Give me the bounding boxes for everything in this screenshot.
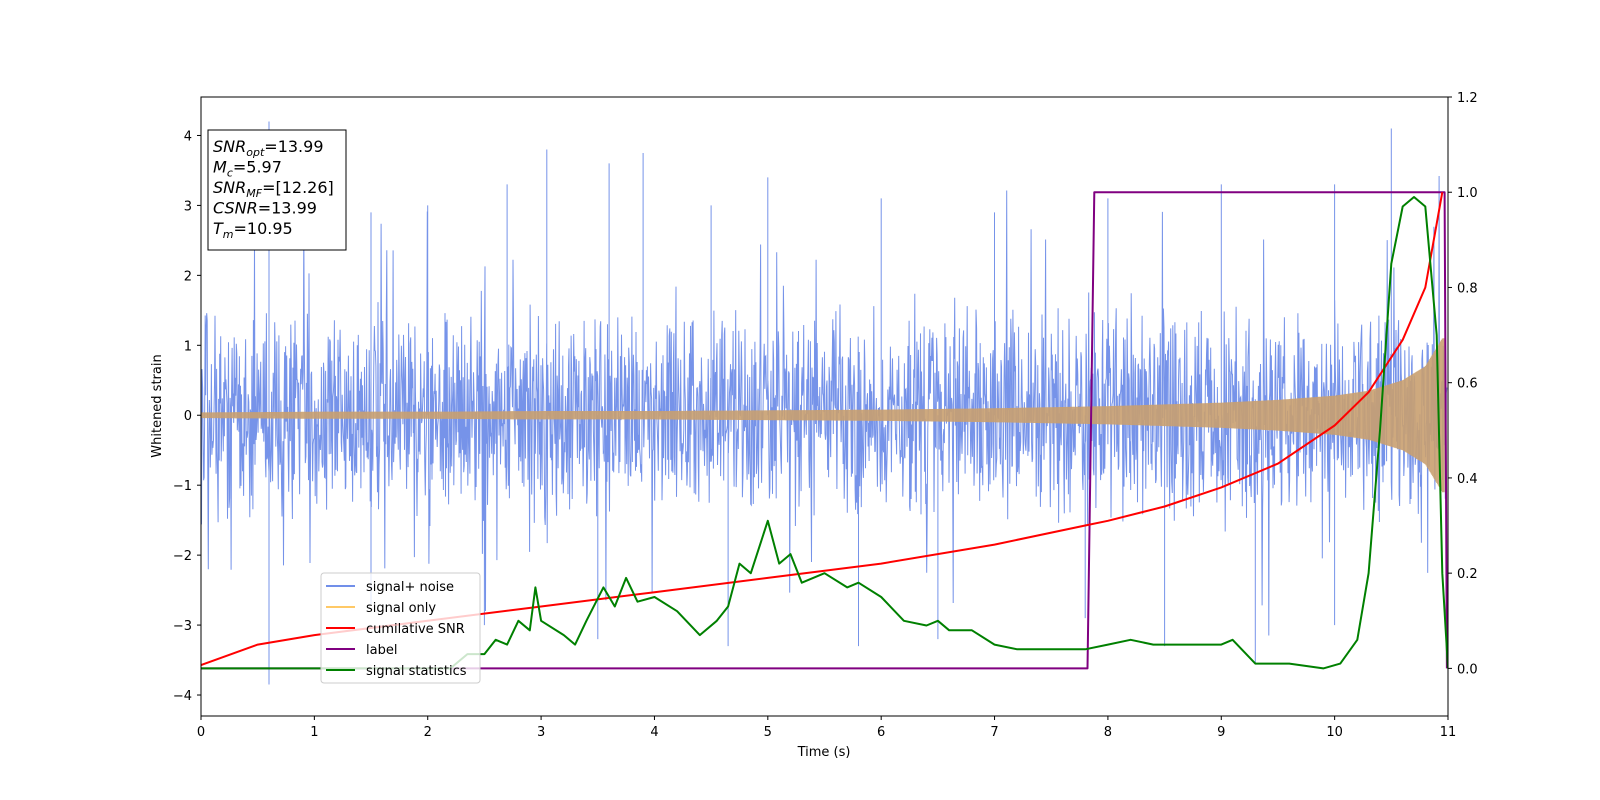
y-tick-label: 3 [184, 199, 192, 214]
info-box: SNRopt=13.99Mc=5.97SNRMF=[12.26]CSNR=13.… [207, 129, 347, 251]
y2-tick-label: 0.6 [1457, 377, 1478, 392]
x-tick-label: 3 [537, 725, 545, 740]
y-tick-label: 1 [184, 339, 192, 354]
y2-tick-label: 0.8 [1457, 281, 1478, 296]
y2-tick-label: 0.2 [1457, 567, 1478, 582]
plot-frame [200, 96, 1449, 717]
series-signal-statistics [201, 196, 1448, 670]
legend-label: signal only [366, 601, 436, 616]
series-signal-only [201, 338, 1446, 493]
x-tick-label: 0 [197, 725, 205, 740]
y-axis-label: Whitened strain [150, 354, 165, 457]
y-tick-label: −4 [173, 689, 192, 704]
legend-frame [320, 572, 481, 684]
x-tick-label: 5 [764, 725, 772, 740]
x-tick-label: 2 [424, 725, 432, 740]
y2-tick-label: 0.4 [1457, 472, 1478, 487]
x-tick-label: 1 [310, 725, 318, 740]
info-box-frame [207, 129, 347, 251]
legend-label: label [366, 643, 397, 658]
info-line: CSNR=13.99 [213, 199, 317, 218]
info-line: SNRMF=[12.26] [213, 178, 334, 200]
x-tick-label: 6 [877, 725, 885, 740]
x-tick-label: 9 [1217, 725, 1225, 740]
legend-label: signal+ noise [366, 580, 454, 595]
x-axis: 0 1 2 3 4 5 6 7 8 9 10 11 [197, 716, 1456, 740]
x-tick-label: 11 [1440, 725, 1457, 740]
y-tick-label: −1 [173, 479, 192, 494]
y-tick-label: −2 [173, 549, 192, 564]
y-tick-label: 2 [184, 269, 192, 284]
info-line: Tm=10.95 [213, 219, 293, 241]
y-axis-right: 1.2 1.0 0.8 0.6 0.4 0.2 0.0 [1448, 91, 1478, 677]
x-tick-label: 7 [990, 725, 998, 740]
x-tick-label: 10 [1326, 725, 1343, 740]
x-axis-label: Time (s) [797, 745, 851, 760]
legend: signal+ noise signal only cumilative SNR la… [320, 572, 481, 684]
y-tick-label: −3 [173, 619, 192, 634]
y2-tick-label: 0.0 [1457, 662, 1478, 677]
y-axis-left: 4 3 2 1 0 −1 −2 −3 −4 [173, 129, 201, 704]
x-tick-label: 8 [1104, 725, 1112, 740]
legend-label: signal statistics [366, 664, 467, 679]
y-tick-label: 0 [184, 409, 192, 424]
legend-label: cumilative SNR [366, 622, 465, 637]
info-line: Mc=5.97 [213, 158, 282, 180]
series-label [201, 191, 1448, 670]
y-tick-label: 4 [184, 129, 192, 144]
series-layer [201, 121, 1448, 685]
info-line: SNRopt=13.99 [213, 137, 324, 159]
y2-tick-label: 1.2 [1457, 91, 1478, 106]
x-tick-label: 4 [650, 725, 658, 740]
y2-tick-label: 1.0 [1457, 186, 1478, 201]
